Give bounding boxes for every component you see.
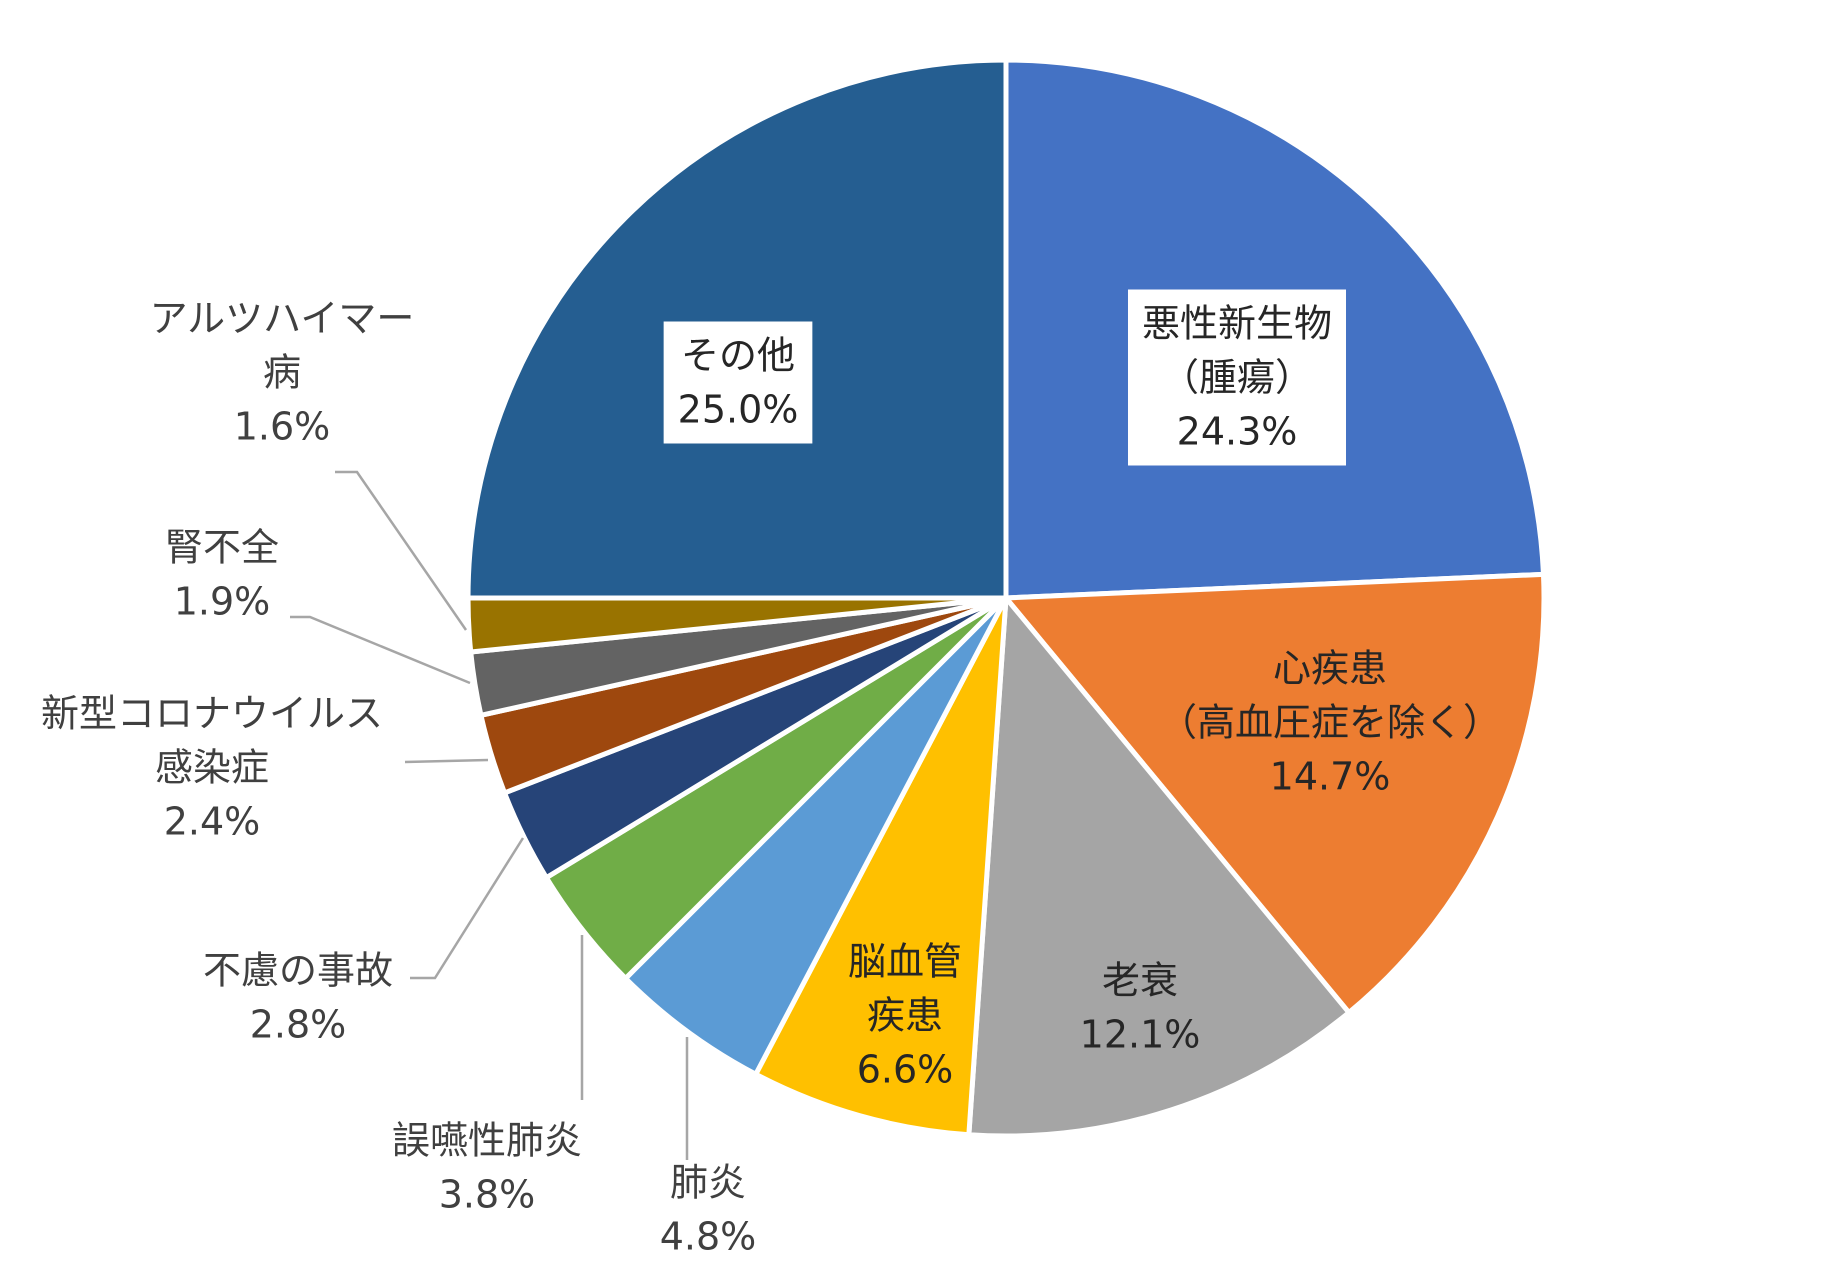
slice-4-wedge — [623, 595, 1009, 1077]
slice-4-label: 肺炎 4.8% — [660, 1161, 757, 1259]
slice-9-leader-line — [335, 470, 468, 631]
slice-9-name-label: アルツハイマー — [150, 297, 415, 341]
slice-3-value-label: 6.6% — [857, 1048, 954, 1092]
slice-0-name-label: （腫瘍） — [1161, 356, 1313, 400]
pie-slices — [465, 57, 1547, 1139]
slice-3-name-label: 脳血管 — [848, 940, 962, 984]
slice-8-leader-line — [290, 615, 471, 685]
slice-2-label: 老衰 12.1% — [1080, 959, 1201, 1057]
slice-10-label-box — [663, 321, 813, 444]
slice-2-value-label: 12.1% — [1080, 1013, 1201, 1057]
slice-8-name-label: 腎不全 — [165, 526, 279, 570]
slice-1-wedge — [1003, 571, 1547, 1016]
slice-9-value-label: 1.6% — [234, 405, 331, 449]
slice-1-name-label: （高血圧症を除く） — [1159, 701, 1501, 745]
slice-9-name-label: 病 — [263, 351, 301, 395]
slice-7-name-label: 感染症 — [155, 746, 269, 790]
slice-5-label: 誤嚥性肺炎 3.8% — [392, 1119, 582, 1217]
slice-7-name-label: 新型コロナウイルス — [41, 692, 383, 736]
slice-7-leader-line — [404, 758, 489, 764]
slice-8-value-label: 1.9% — [174, 580, 271, 624]
slice-6-value-label: 2.8% — [250, 1003, 347, 1047]
slice-0-label-box — [1127, 289, 1347, 466]
slice-0-value-label: 24.3% — [1177, 410, 1298, 454]
slice-1-value-label: 14.7% — [1270, 755, 1391, 799]
slice-6-name-label: 不慮の事故 — [203, 949, 393, 993]
slice-7-value-label: 2.4% — [164, 800, 261, 844]
slice-10-label: その他 25.0% — [663, 321, 813, 444]
slice-3-name-label: 疾患 — [867, 994, 943, 1038]
slice-labels: 悪性新生物 （腫瘍） 24.3% 心疾患 （高血圧症を除く） 14.7% 老衰 12.1% 脳血… — [41, 289, 1501, 1259]
slice-3-wedge — [753, 595, 1009, 1138]
slice-0-name-label: 悪性新生物 — [1142, 302, 1332, 346]
slice-5-value-label: 3.8% — [439, 1173, 536, 1217]
slice-4-name-label: 肺炎 — [670, 1161, 746, 1205]
slice-8-label: 腎不全 1.9% — [165, 526, 279, 624]
slice-4-value-label: 4.8% — [660, 1215, 757, 1259]
slice-5-name-label: 誤嚥性肺炎 — [392, 1119, 582, 1163]
slice-0-label: 悪性新生物 （腫瘍） 24.3% — [1127, 289, 1347, 466]
slice-1-label: 心疾患 （高血圧症を除く） 14.7% — [1159, 647, 1501, 799]
slice-6-label: 不慮の事故 2.8% — [203, 949, 393, 1047]
slice-10-name-label: その他 — [681, 334, 795, 378]
slice-1-name-label: 心疾患 — [1273, 647, 1387, 691]
slice-2-wedge — [966, 595, 1352, 1139]
slice-10-value-label: 25.0% — [678, 388, 799, 432]
slice-2-name-label: 老衰 — [1102, 959, 1178, 1003]
leader-lines — [290, 470, 689, 1160]
slice-6-leader-line — [410, 837, 525, 980]
